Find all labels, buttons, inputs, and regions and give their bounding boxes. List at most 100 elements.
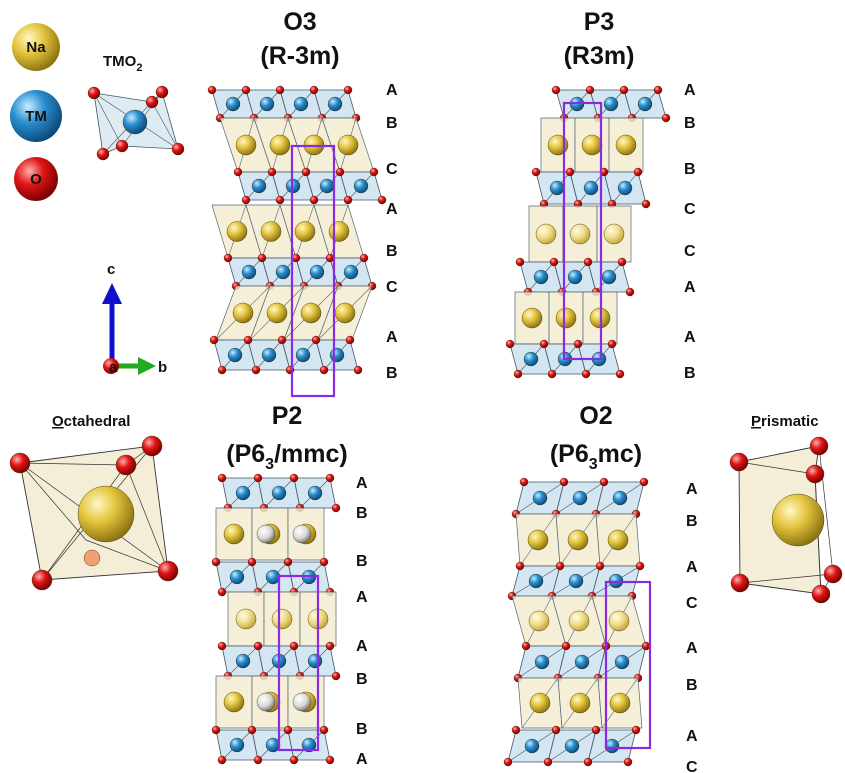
o-atom <box>583 757 593 767</box>
o-atom <box>291 253 301 263</box>
o-atom <box>595 561 605 571</box>
stacking-letter: A <box>386 82 398 99</box>
legend-atom-tm <box>10 90 62 142</box>
o-atom <box>115 139 129 153</box>
o-atom <box>503 757 513 767</box>
stacking-letter: B <box>386 243 398 260</box>
o-atom <box>521 641 531 651</box>
na-atom <box>555 307 577 329</box>
o-atom <box>253 641 263 651</box>
tm-atom <box>534 654 550 670</box>
tm-atom <box>259 96 275 112</box>
o3-title: O3 <box>283 8 316 36</box>
tm-atom <box>241 264 257 280</box>
o-atom <box>331 671 341 681</box>
tm-atom <box>307 485 323 501</box>
o-atom <box>619 85 629 95</box>
tm-atom <box>271 485 287 501</box>
bond <box>85 539 169 572</box>
axis-c-head <box>102 283 122 304</box>
na-atom <box>529 692 551 714</box>
stacking-letter: B <box>684 115 696 132</box>
o-atom <box>207 85 217 95</box>
p3-unit-cell <box>562 101 603 361</box>
axis-a-dot <box>103 358 119 374</box>
o-atom <box>729 452 749 472</box>
na-atom <box>334 302 356 324</box>
na-atom <box>77 485 135 543</box>
o-atom <box>145 95 159 109</box>
o-atom <box>505 339 515 349</box>
o-atom <box>539 339 549 349</box>
o-atom <box>277 335 287 345</box>
o-atom <box>325 253 335 263</box>
o-atom <box>625 287 635 297</box>
tm-atom <box>603 96 619 112</box>
stacking-letter: B <box>356 721 368 738</box>
stacking-letter: A <box>684 279 696 296</box>
o-atom <box>301 167 311 177</box>
o3-structure <box>207 85 387 398</box>
na-atom <box>603 223 625 245</box>
tm-atom <box>601 269 617 285</box>
p2-space-group: (P63/mmc) <box>226 440 347 473</box>
stacking-letter: A <box>356 751 368 768</box>
o-atom <box>353 365 363 375</box>
na-site-atom <box>292 524 312 544</box>
tmo2-label: TMO2 <box>103 53 142 74</box>
na-atom <box>269 134 291 156</box>
o-atom <box>519 477 529 487</box>
tm-atom <box>235 485 251 501</box>
tm-atom <box>612 490 628 506</box>
o-atom <box>823 564 843 584</box>
o-atom <box>319 725 329 735</box>
na-atom <box>608 610 630 632</box>
o-atom <box>289 755 299 765</box>
o2-structure <box>503 477 652 767</box>
na-atom <box>528 610 550 632</box>
o-atom <box>641 199 651 209</box>
prismatic-label: Prismatic <box>751 413 819 430</box>
o-atom <box>331 503 341 513</box>
tm-atom <box>353 178 369 194</box>
na-site-atom <box>292 692 312 712</box>
stacking-letter: C <box>686 595 698 612</box>
o-atom <box>623 757 633 767</box>
o-atom <box>217 365 227 375</box>
tm-atom <box>122 109 148 135</box>
legend-atom-o <box>14 157 58 201</box>
tm-atom <box>568 573 584 589</box>
o-atom <box>615 369 625 379</box>
tm-atom <box>343 264 359 280</box>
prismatic-site-polyhedron <box>729 436 843 604</box>
o-atom <box>253 473 263 483</box>
o-atom <box>283 725 293 735</box>
stacking-letter: A <box>386 329 398 346</box>
na-atom <box>232 302 254 324</box>
tm-atom <box>533 269 549 285</box>
o-atom <box>343 195 353 205</box>
tm-atom <box>614 654 630 670</box>
na-atom <box>568 610 590 632</box>
o-atom <box>251 365 261 375</box>
o-atom <box>617 257 627 267</box>
stacking-letter: C <box>386 279 398 296</box>
o-atom <box>635 561 645 571</box>
o-atom <box>289 473 299 483</box>
o-atom <box>217 641 227 651</box>
o-atom <box>653 85 663 95</box>
o-atom <box>547 369 557 379</box>
tm-atom <box>229 737 245 753</box>
tm-atom <box>564 738 580 754</box>
axis-c-label: c <box>107 261 115 278</box>
o-atom <box>581 369 591 379</box>
o-atom <box>555 561 565 571</box>
tm-atom <box>265 737 281 753</box>
stacking-letter: A <box>686 559 698 576</box>
tm-atom <box>574 654 590 670</box>
na-atom <box>223 691 245 713</box>
o-atom <box>585 85 595 95</box>
